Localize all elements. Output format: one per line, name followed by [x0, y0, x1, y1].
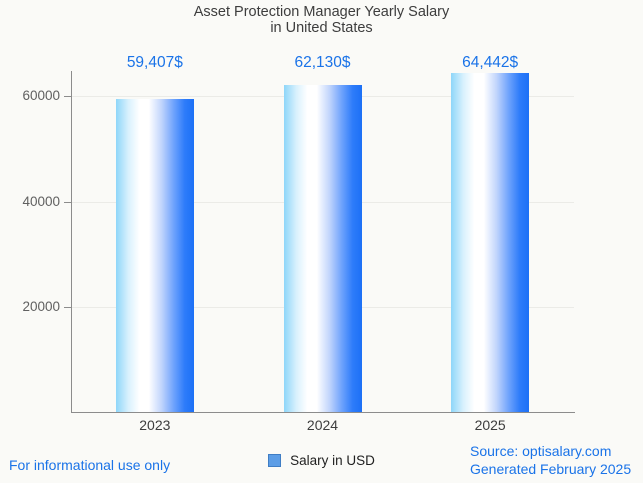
y-axis-line	[71, 71, 72, 413]
disclaimer-text: For informational use only	[9, 457, 171, 473]
chart-title-line2: in United States	[270, 19, 373, 36]
bar-2024[interactable]	[283, 85, 362, 412]
source-link[interactable]: Source: optisalary.com	[470, 443, 612, 459]
generated-date: Generated February 2025	[470, 461, 632, 477]
y-axis-tick-40000	[64, 201, 71, 203]
legend-label: Salary in USD	[290, 453, 375, 468]
legend-swatch-icon	[268, 454, 282, 467]
bar-value-label-2024: 62,130$	[294, 54, 351, 71]
y-axis-label-40000: 40000	[22, 193, 60, 209]
x-axis-line	[71, 412, 575, 413]
x-axis-label-2025: 2025	[474, 417, 506, 433]
y-axis-label-60000: 60000	[22, 88, 60, 104]
y-axis-label-20000: 20000	[22, 298, 60, 314]
bar-2023[interactable]	[115, 99, 194, 412]
x-axis-label-2024: 2024	[306, 417, 339, 433]
chart-title-line1: Asset Protection Manager Yearly Salary	[193, 4, 450, 20]
source-info: Source: optisalary.com Generated Februar…	[470, 442, 631, 478]
bar-value-label-2023: 59,407$	[126, 54, 183, 71]
chart-title: Asset Protection Manager Yearly Salary i…	[0, 4, 643, 36]
bar-value-label-2025: 64,442$	[462, 54, 519, 71]
legend-salary-in-usd[interactable]: Salary in USD	[0, 453, 643, 468]
y-axis-tick-60000	[64, 96, 71, 98]
bar-2025[interactable]	[451, 72, 530, 412]
x-axis-label-2023: 2023	[139, 417, 171, 433]
y-axis-tick-20000	[64, 306, 71, 308]
